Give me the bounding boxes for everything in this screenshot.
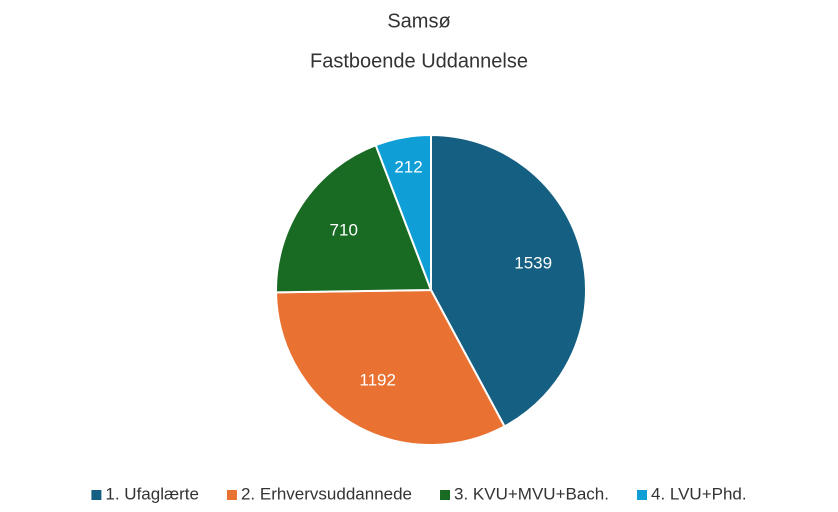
pie-slice [275, 288, 506, 446]
data-label: 1539 [514, 254, 552, 273]
legend-label: 3. KVU+MVU+Bach. [454, 484, 609, 503]
chart-title: Samsø [387, 10, 450, 32]
pie-slice [275, 143, 433, 294]
data-label: 212 [394, 158, 422, 177]
data-label: 710 [330, 220, 358, 239]
legend-label: 1. Ufaglærte [105, 484, 199, 503]
legend-swatch [440, 490, 451, 500]
chart-subtitle: Fastboende Uddannelse [310, 50, 528, 72]
legend-swatch [226, 490, 237, 500]
legend-label: 4. LVU+Phd. [651, 484, 747, 503]
data-label: 1192 [359, 370, 396, 389]
legend-label: 2. Erhvervsuddannede [241, 484, 412, 503]
pie-slice [430, 133, 587, 428]
legend-swatch [636, 490, 647, 500]
legend-swatch [91, 490, 102, 500]
pie-slice [374, 133, 432, 291]
